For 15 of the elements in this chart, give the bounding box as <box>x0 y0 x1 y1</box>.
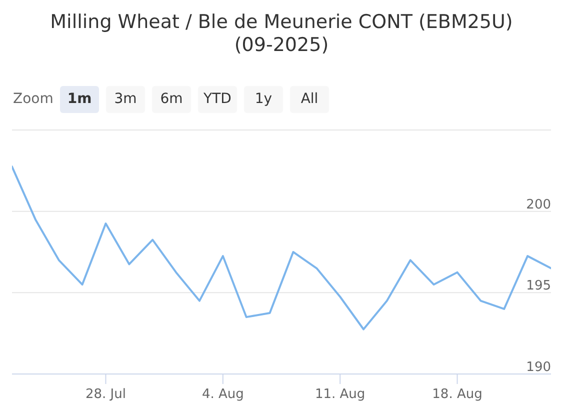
x-tick-label: 4. Aug <box>202 387 244 402</box>
range-button[interactable]: All <box>290 86 329 113</box>
range-button[interactable]: 1m <box>60 86 99 113</box>
y-tick-label: 190 <box>526 360 551 375</box>
range-button[interactable]: 1y <box>244 86 283 113</box>
y-tick-label: 200 <box>526 197 551 212</box>
chart-title: Milling Wheat / Ble de Meunerie CONT (EBM25U) (09-2025) <box>49 11 514 57</box>
x-tick-label: 18. Aug <box>432 387 482 402</box>
y-tick-label: 195 <box>526 278 551 294</box>
range-button[interactable]: 3m <box>106 86 145 113</box>
x-tick-label: 11. Aug <box>314 387 366 402</box>
x-tick-label: 28. Jul <box>85 387 126 402</box>
text: Zoom <box>13 91 54 107</box>
range-button[interactable]: YTD <box>198 86 237 113</box>
range-button[interactable]: 6m <box>152 86 191 113</box>
